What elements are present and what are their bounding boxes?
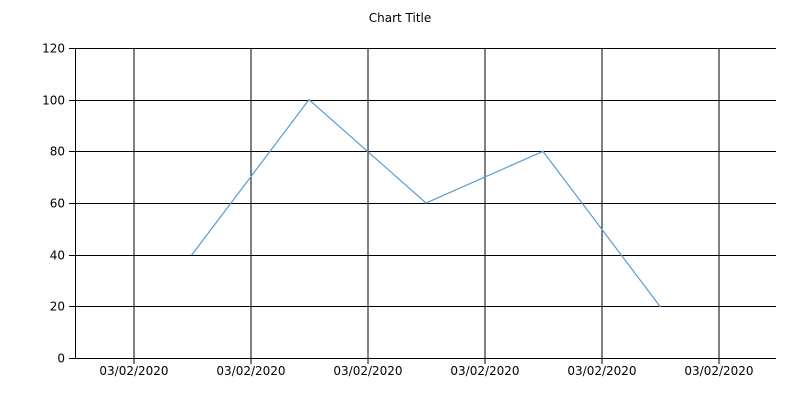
data-point [659,305,661,308]
y-tick-label: 0 [57,352,65,366]
x-axis-ticks: 03/02/2020 03/02/2020 03/02/2020 03/02/2020… [99,358,754,378]
y-tick-label: 20 [50,300,65,314]
y-tick-label: 120 [42,42,65,56]
axes [75,48,776,359]
data-point [542,150,544,153]
x-tick-label: 03/02/2020 [333,364,402,378]
data-point [308,98,310,101]
x-tick-label: 03/02/2020 [450,364,519,378]
data-point [191,253,193,256]
x-tick-label: 03/02/2020 [216,364,285,378]
x-tick-label: 03/02/2020 [99,364,168,378]
data-point [425,202,427,204]
y-tick-label: 80 [50,145,65,159]
y-tick-label: 60 [50,197,65,211]
chart-title: Chart Title [369,11,432,25]
series [191,98,661,308]
y-tick-label: 100 [42,94,65,108]
grid [75,48,776,358]
y-tick-label: 40 [50,249,65,263]
y-axis-ticks: 0 20 40 60 80 100 120 [42,42,75,366]
x-tick-label: 03/02/2020 [684,364,753,378]
x-tick-label: 03/02/2020 [567,364,636,378]
